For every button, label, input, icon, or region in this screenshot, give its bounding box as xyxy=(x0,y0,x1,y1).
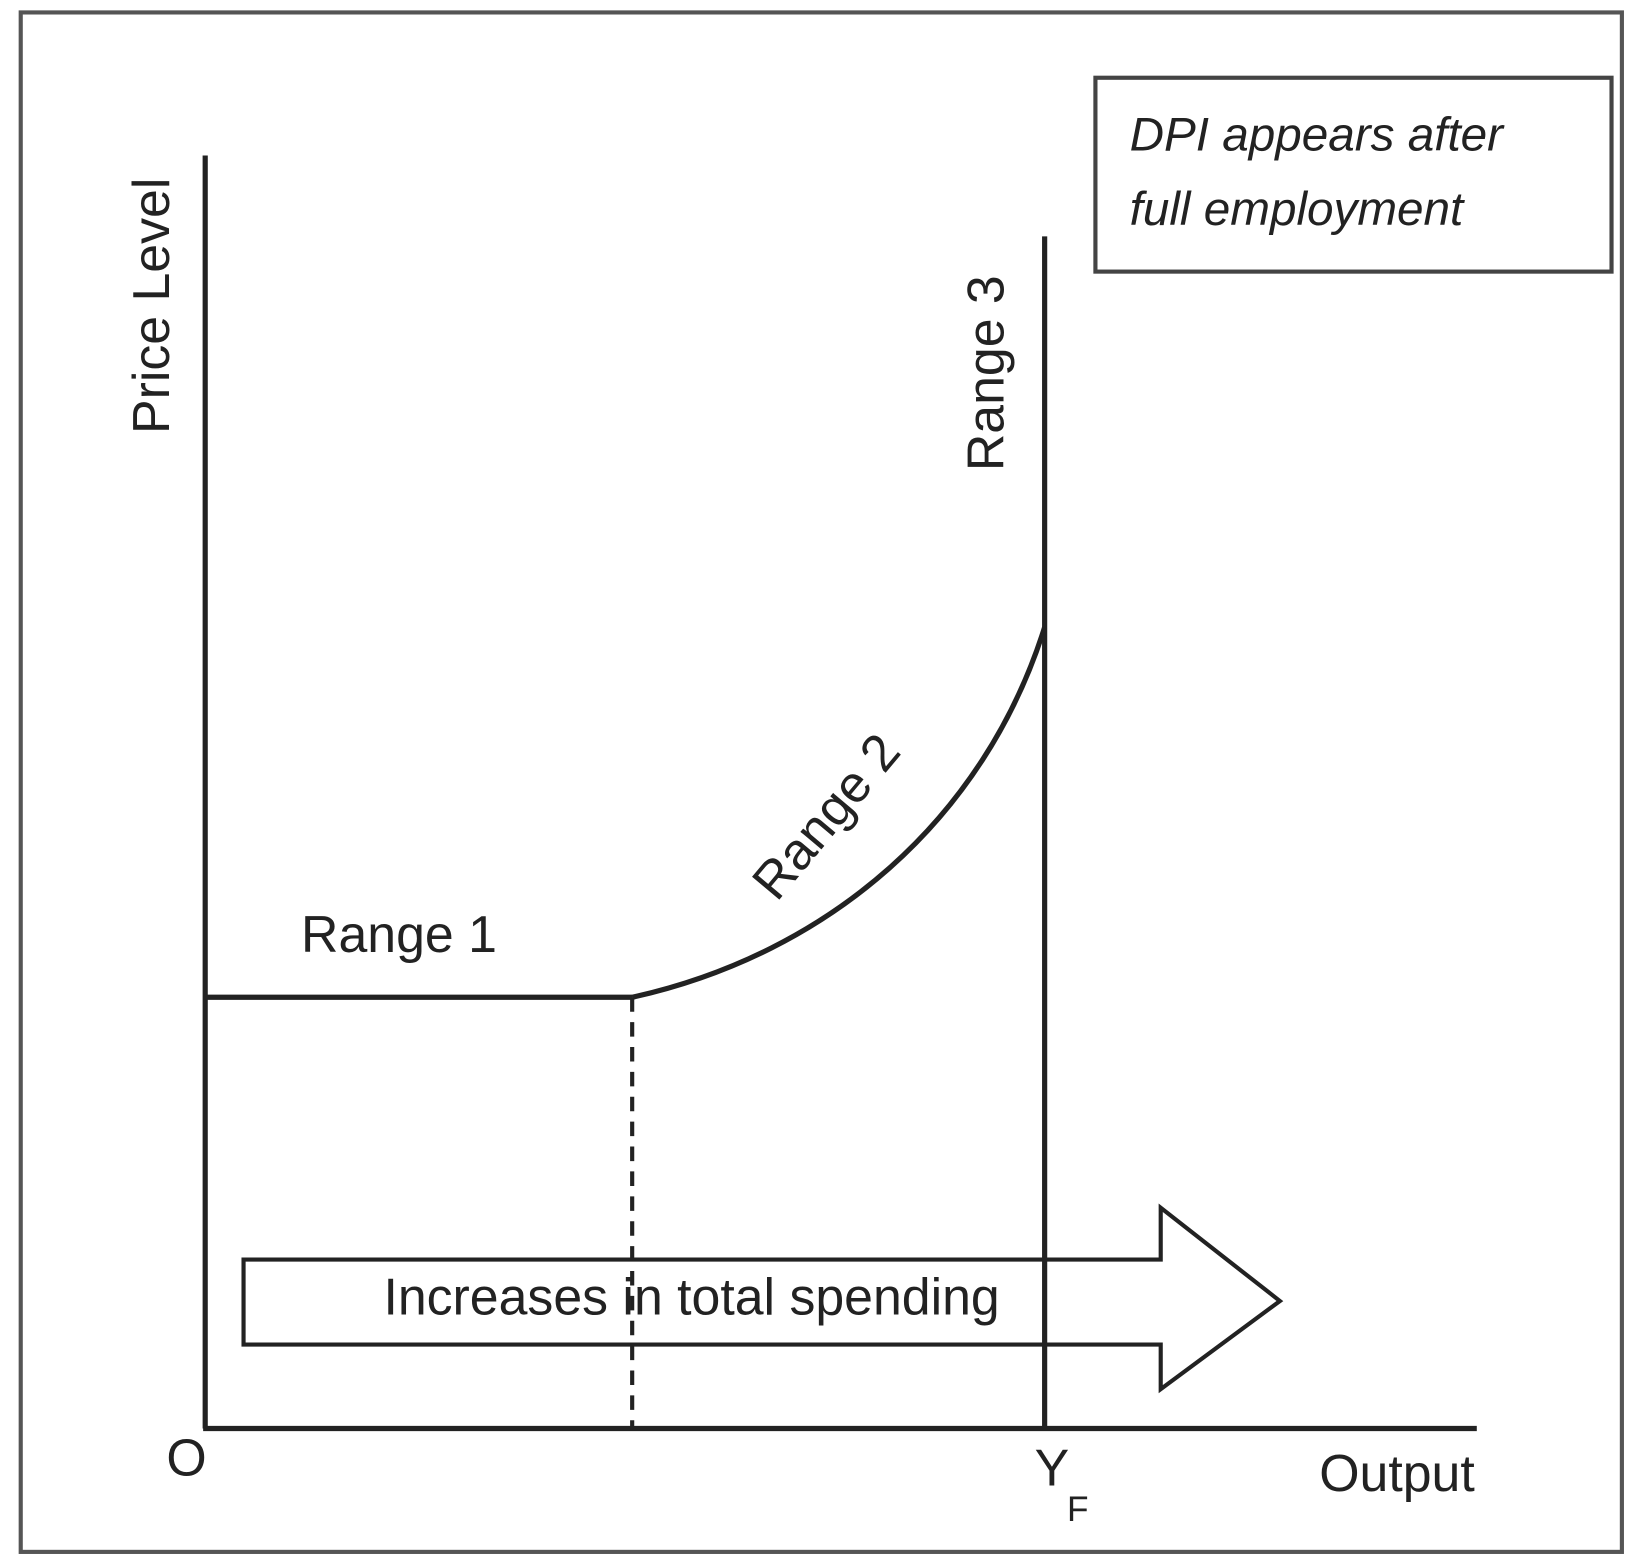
frame xyxy=(18,10,1624,1554)
yf-subscript: F xyxy=(1067,1490,1089,1529)
note-line: full employment xyxy=(1130,183,1465,236)
range-label: Range 2 xyxy=(741,723,911,910)
spending-arrow xyxy=(241,1203,1284,1394)
range-label: Range 1 xyxy=(301,905,497,963)
x-axis-label: Output xyxy=(1319,1444,1475,1502)
y-axis-label: Price Level xyxy=(122,178,180,434)
note-box xyxy=(1093,75,1614,274)
range-label: Range 3 xyxy=(956,275,1014,471)
yf-label: Y xyxy=(1035,1439,1070,1497)
range-2-curve xyxy=(631,626,1048,1000)
note-line: DPI appears after xyxy=(1130,108,1506,161)
origin-label: O xyxy=(166,1428,206,1486)
arrow-label: Increases in total spending xyxy=(383,1268,999,1326)
